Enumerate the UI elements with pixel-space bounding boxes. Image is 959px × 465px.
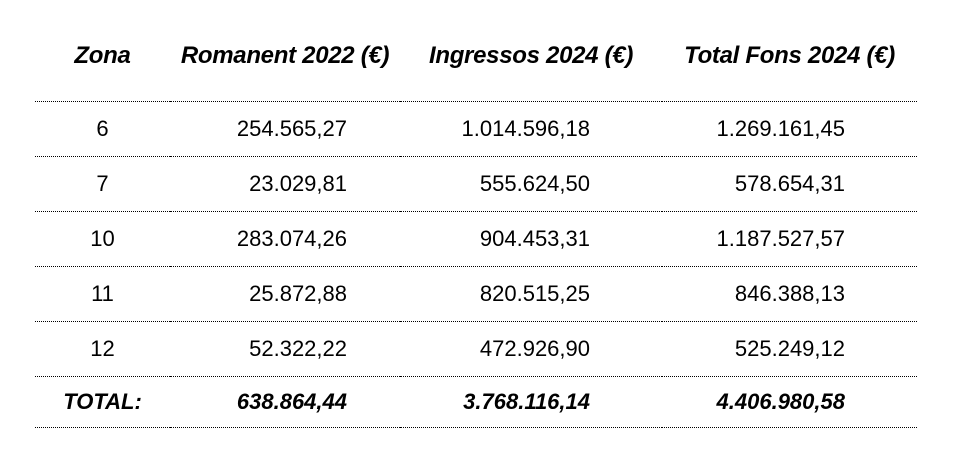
cell-zona: 12 bbox=[35, 321, 170, 377]
cell-ingressos: 555.624,50 bbox=[400, 156, 662, 212]
column-header-total-fons: Total Fons 2024 (€) bbox=[662, 0, 917, 102]
cell-ingressos: 820.515,25 bbox=[400, 266, 662, 322]
cell-ingressos: 1.014.596,18 bbox=[400, 101, 662, 157]
total-label: TOTAL: bbox=[35, 376, 170, 428]
cell-romanent: 52.322,22 bbox=[170, 321, 400, 377]
cell-total-fons: 578.654,31 bbox=[662, 156, 917, 212]
cell-ingressos: 472.926,90 bbox=[400, 321, 662, 377]
table-row: 10 283.074,26 904.453,31 1.187.527,57 bbox=[35, 211, 917, 267]
table-row: 11 25.872,88 820.515,25 846.388,13 bbox=[35, 266, 917, 322]
cell-romanent: 254.565,27 bbox=[170, 101, 400, 157]
table-row: 6 254.565,27 1.014.596,18 1.269.161,45 bbox=[35, 101, 917, 157]
table-row: 7 23.029,81 555.624,50 578.654,31 bbox=[35, 156, 917, 212]
total-romanent: 638.864,44 bbox=[170, 376, 400, 428]
column-header-zona: Zona bbox=[35, 0, 170, 102]
column-header-ingressos: Ingressos 2024 (€) bbox=[400, 0, 662, 102]
column-header-romanent: Romanent 2022 (€) bbox=[170, 0, 400, 102]
cell-zona: 11 bbox=[35, 266, 170, 322]
cell-zona: 10 bbox=[35, 211, 170, 267]
cell-zona: 7 bbox=[35, 156, 170, 212]
total-row: TOTAL: 638.864,44 3.768.116,14 4.406.980… bbox=[35, 376, 917, 428]
cell-romanent: 25.872,88 bbox=[170, 266, 400, 322]
cell-romanent: 23.029,81 bbox=[170, 156, 400, 212]
cell-romanent: 283.074,26 bbox=[170, 211, 400, 267]
cell-total-fons: 846.388,13 bbox=[662, 266, 917, 322]
cell-total-fons: 525.249,12 bbox=[662, 321, 917, 377]
table-row: 12 52.322,22 472.926,90 525.249,12 bbox=[35, 321, 917, 377]
funds-table: Zona Romanent 2022 (€) Ingressos 2024 (€… bbox=[35, 0, 917, 428]
cell-total-fons: 1.269.161,45 bbox=[662, 101, 917, 157]
total-ingressos: 3.768.116,14 bbox=[400, 376, 662, 428]
cell-ingressos: 904.453,31 bbox=[400, 211, 662, 267]
total-total-fons: 4.406.980,58 bbox=[662, 376, 917, 428]
header-row: Zona Romanent 2022 (€) Ingressos 2024 (€… bbox=[35, 0, 917, 102]
cell-zona: 6 bbox=[35, 101, 170, 157]
cell-total-fons: 1.187.527,57 bbox=[662, 211, 917, 267]
